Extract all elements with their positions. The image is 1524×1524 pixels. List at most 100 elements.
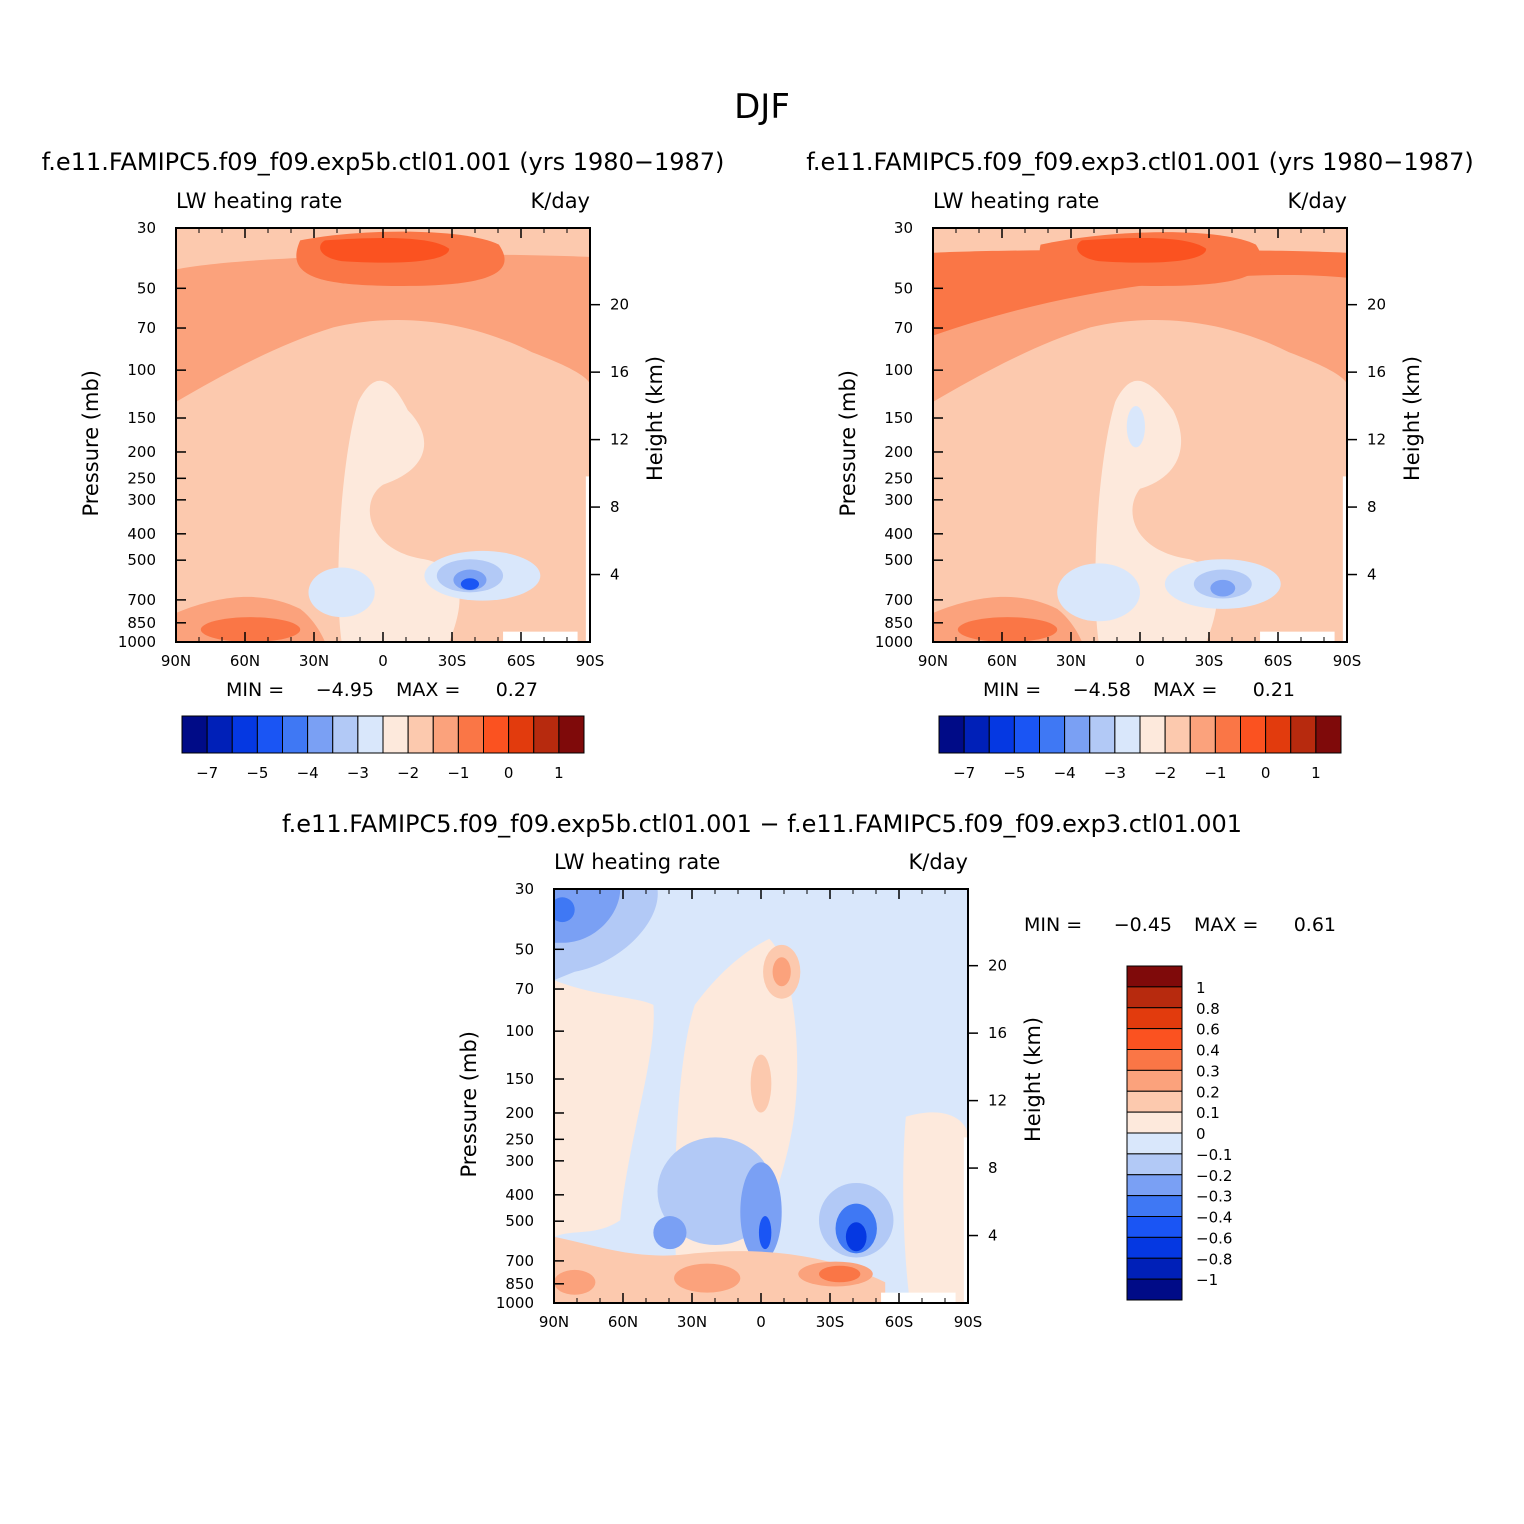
colorbar-box bbox=[1265, 715, 1292, 754]
y-axis-title: Pressure (mb) bbox=[457, 1031, 481, 1178]
y-tick-label: 70 bbox=[894, 319, 913, 337]
contour-region bbox=[957, 617, 1058, 642]
colorbar-box bbox=[1189, 715, 1216, 754]
colorbar-label: 1 bbox=[554, 764, 564, 782]
height-tick-label: 12 bbox=[610, 431, 629, 449]
x-tick-label: 90S bbox=[1333, 652, 1362, 670]
height-tick-label: 20 bbox=[610, 296, 629, 314]
contour-field bbox=[933, 228, 1347, 642]
colorbar-label: −1 bbox=[1204, 764, 1226, 782]
colorbar-label: −7 bbox=[953, 764, 975, 782]
colorbar-box bbox=[432, 715, 459, 754]
missing-data bbox=[585, 476, 590, 642]
y-tick-label: 700 bbox=[505, 1252, 534, 1270]
colorbar-label: −5 bbox=[1003, 764, 1025, 782]
y-tick-label: 500 bbox=[127, 551, 156, 569]
colorbar-label: −0.6 bbox=[1196, 1229, 1232, 1247]
max-label: MAX = bbox=[1194, 914, 1258, 936]
contour-region bbox=[653, 1216, 687, 1250]
colorbar-label: 0 bbox=[1261, 764, 1271, 782]
contour-region bbox=[554, 980, 654, 1237]
panel-difference: f.e11.FAMIPC5.f09_f09.exp5b.ctl01.001 − … bbox=[282, 810, 1336, 1331]
x-tick-label: 90S bbox=[576, 652, 605, 670]
colorbar-box bbox=[1126, 1174, 1183, 1197]
colorbar-box bbox=[457, 715, 484, 754]
field-units: K/day bbox=[1288, 189, 1347, 213]
contour-region bbox=[1210, 579, 1236, 597]
colorbar-label: −4 bbox=[297, 764, 319, 782]
height-tick-label: 20 bbox=[1367, 296, 1386, 314]
x-tick-label: 30N bbox=[1056, 652, 1086, 670]
x-tick-label: 30N bbox=[299, 652, 329, 670]
y-tick-label: 300 bbox=[127, 491, 156, 509]
x-tick-label: 0 bbox=[1135, 652, 1145, 670]
colorbar-box bbox=[1126, 1216, 1183, 1238]
colorbar-label: 0 bbox=[1196, 1125, 1206, 1143]
colorbar-box bbox=[558, 715, 585, 754]
x-tick-label: 90S bbox=[954, 1313, 983, 1331]
colorbar-label: −1 bbox=[447, 764, 469, 782]
colorbar-box bbox=[357, 715, 384, 754]
y-axis-title: Pressure (mb) bbox=[836, 370, 860, 517]
y-tick-label: 250 bbox=[884, 469, 913, 487]
y-tick-label: 70 bbox=[137, 319, 156, 337]
field-name: LW heating rate bbox=[554, 850, 720, 874]
max-label: MAX = bbox=[1153, 679, 1217, 701]
colorbar-box bbox=[1315, 715, 1342, 754]
height-tick-label: 8 bbox=[610, 498, 620, 516]
colorbar-box bbox=[533, 715, 560, 754]
x-tick-label: 0 bbox=[378, 652, 388, 670]
contour-region bbox=[320, 237, 450, 263]
y-tick-label: 100 bbox=[127, 361, 156, 379]
panel-control-exp5b: f.e11.FAMIPC5.f09_f09.exp5b.ctl01.001 (y… bbox=[42, 148, 725, 782]
panel-control-exp3: f.e11.FAMIPC5.f09_f09.exp3.ctl01.001 (yr… bbox=[806, 148, 1474, 782]
y-tick-label: 700 bbox=[884, 591, 913, 609]
colorbar-box bbox=[231, 715, 258, 754]
colorbar-box bbox=[1126, 1028, 1183, 1050]
y-tick-label: 50 bbox=[137, 279, 156, 297]
colorbar-box bbox=[963, 715, 990, 754]
colorbar-box bbox=[407, 715, 434, 754]
colorbar-box bbox=[1064, 715, 1091, 754]
y-tick-label: 200 bbox=[505, 1104, 534, 1122]
colorbar-label: 0.2 bbox=[1196, 1083, 1220, 1101]
y-tick-label: 850 bbox=[505, 1275, 534, 1293]
y-tick-label: 500 bbox=[505, 1212, 534, 1230]
contour-region bbox=[308, 567, 375, 618]
colorbar-label: −5 bbox=[246, 764, 268, 782]
height-tick-label: 20 bbox=[988, 957, 1007, 975]
contour-region bbox=[845, 1222, 867, 1252]
colorbar-label: 0.1 bbox=[1196, 1104, 1220, 1122]
x-tick-label: 30S bbox=[816, 1313, 845, 1331]
x-tick-label: 90N bbox=[918, 652, 948, 670]
colorbar-box bbox=[508, 715, 535, 754]
y-tick-label: 50 bbox=[894, 279, 913, 297]
colorbar-box bbox=[382, 715, 409, 754]
contour-region bbox=[772, 957, 791, 987]
colorbar-box bbox=[332, 715, 359, 754]
height-tick-label: 4 bbox=[1367, 566, 1377, 584]
contour-region bbox=[818, 1265, 861, 1283]
x-tick-label: 90N bbox=[539, 1313, 569, 1331]
height-tick-label: 16 bbox=[1367, 363, 1386, 381]
colorbar-box bbox=[1126, 1153, 1183, 1176]
min-label: MIN = bbox=[1024, 914, 1082, 936]
contour-region bbox=[1077, 237, 1207, 263]
field-name: LW heating rate bbox=[176, 189, 342, 213]
contour-region bbox=[750, 1054, 772, 1113]
missing-data bbox=[881, 1292, 956, 1303]
colorbar-label: −2 bbox=[397, 764, 419, 782]
colorbar-label: −1 bbox=[1196, 1271, 1218, 1289]
colorbar-box bbox=[1126, 1278, 1183, 1301]
y-tick-label: 1000 bbox=[875, 633, 913, 651]
min-label: MIN = bbox=[983, 679, 1041, 701]
colorbar-box bbox=[483, 715, 510, 754]
height-tick-label: 8 bbox=[988, 1159, 998, 1177]
y-tick-label: 1000 bbox=[496, 1294, 534, 1312]
min-value: −0.45 bbox=[1114, 914, 1172, 936]
contour-region bbox=[740, 1162, 782, 1262]
y-tick-label: 100 bbox=[505, 1022, 534, 1040]
colorbar-label: −0.2 bbox=[1196, 1167, 1232, 1185]
colorbar-label: −7 bbox=[196, 764, 218, 782]
colorbar-box bbox=[938, 715, 965, 754]
